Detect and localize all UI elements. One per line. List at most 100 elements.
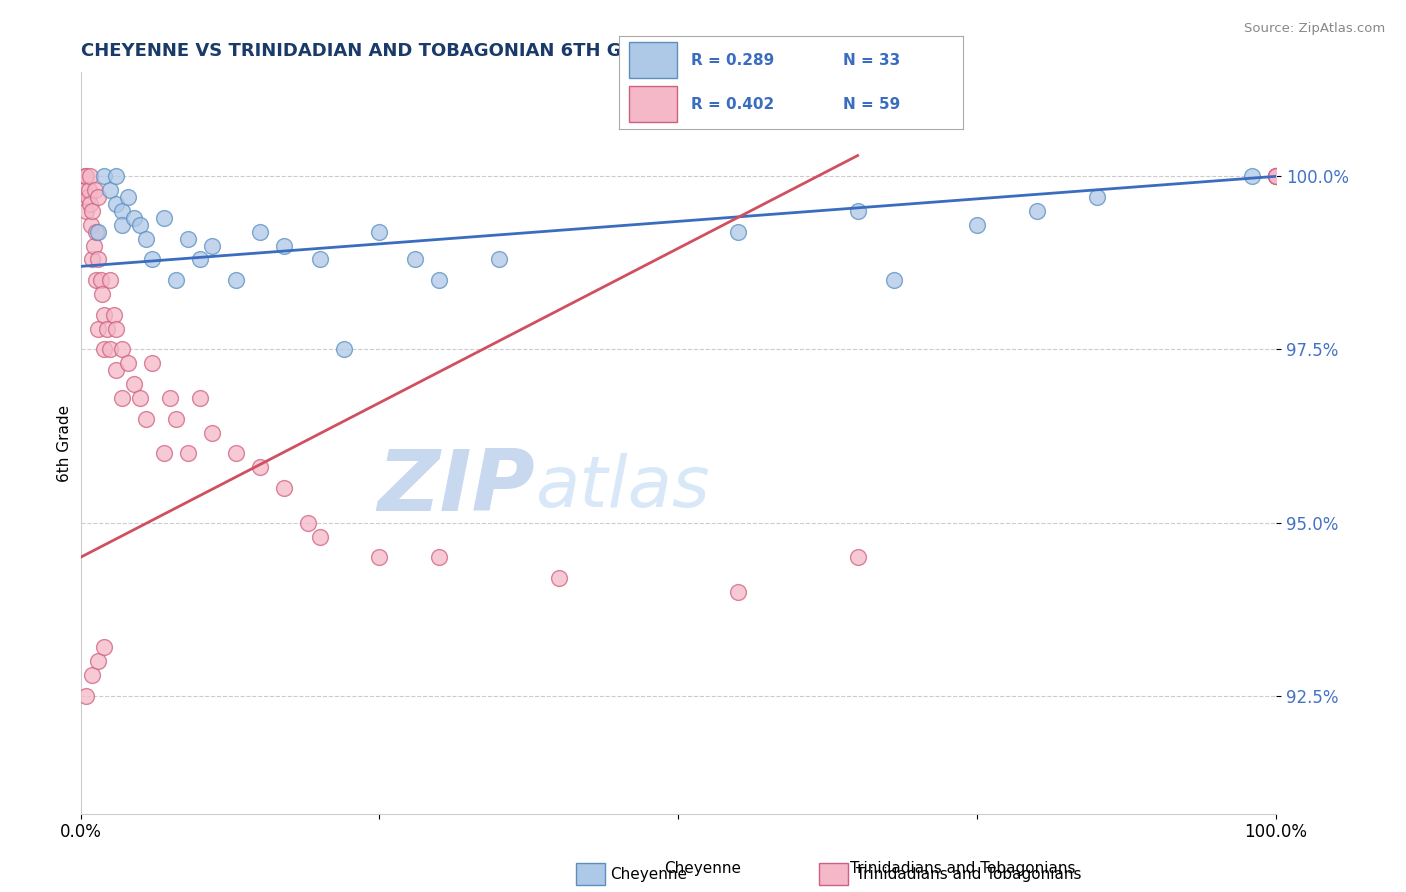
Point: [105, 322, 128, 336]
Point: [76, 169, 98, 184]
Point: [80, 218, 103, 232]
Point: [105, 169, 128, 184]
Text: Trinidadians and Tobagonians: Trinidadians and Tobagonians: [856, 867, 1081, 881]
Point: [93, 343, 115, 357]
Point: [103, 308, 125, 322]
Point: [117, 356, 139, 370]
Text: atlas: atlas: [534, 453, 710, 522]
Point: [225, 446, 247, 460]
Point: [141, 356, 163, 370]
Point: [1026, 204, 1049, 219]
Point: [153, 446, 176, 460]
Point: [84, 225, 107, 239]
Point: [76, 689, 98, 703]
Point: [77, 183, 100, 197]
Point: [124, 211, 146, 225]
Point: [117, 190, 139, 204]
Point: [308, 529, 330, 543]
Point: [83, 183, 105, 197]
Point: [273, 481, 295, 495]
Point: [135, 232, 157, 246]
Text: N = 33: N = 33: [842, 53, 900, 68]
Point: [100, 183, 122, 197]
Text: ZIP: ZIP: [377, 446, 534, 529]
Point: [404, 252, 426, 267]
Point: [83, 238, 105, 252]
Y-axis label: 6th Grade: 6th Grade: [58, 404, 72, 482]
Point: [141, 252, 163, 267]
Point: [87, 190, 110, 204]
Point: [100, 273, 122, 287]
Point: [111, 204, 134, 219]
Bar: [576, 863, 605, 885]
Point: [165, 273, 187, 287]
Point: [100, 343, 122, 357]
Point: [1085, 190, 1108, 204]
Text: N = 59: N = 59: [842, 96, 900, 112]
Point: [249, 460, 271, 475]
Bar: [818, 863, 848, 885]
Bar: [628, 42, 678, 78]
Point: [727, 585, 749, 599]
Point: [76, 204, 98, 219]
Point: [547, 571, 569, 585]
Point: [966, 218, 988, 232]
Text: R = 0.289: R = 0.289: [690, 53, 775, 68]
Point: [177, 232, 200, 246]
Point: [79, 169, 101, 184]
Point: [105, 363, 128, 377]
Point: [188, 391, 211, 405]
Point: [87, 225, 110, 239]
Point: [111, 218, 134, 232]
Text: CHEYENNE VS TRINIDADIAN AND TOBAGONIAN 6TH GRADE CORRELATION CHART: CHEYENNE VS TRINIDADIAN AND TOBAGONIAN 6…: [80, 42, 897, 60]
Point: [297, 516, 319, 530]
Point: [1265, 169, 1288, 184]
Point: [79, 197, 101, 211]
Text: R = 0.402: R = 0.402: [690, 96, 775, 112]
Point: [846, 204, 869, 219]
Point: [1265, 169, 1288, 184]
Point: [368, 550, 391, 565]
Point: [87, 322, 110, 336]
Point: [332, 343, 354, 357]
Point: [188, 252, 211, 267]
Point: [201, 425, 224, 440]
Point: [273, 238, 295, 252]
Point: [1265, 169, 1288, 184]
Point: [93, 308, 115, 322]
Point: [82, 668, 104, 682]
Point: [82, 204, 104, 219]
Point: [882, 273, 904, 287]
Point: [225, 273, 247, 287]
Point: [727, 225, 749, 239]
Point: [129, 391, 152, 405]
Point: [1241, 169, 1264, 184]
Point: [129, 218, 152, 232]
Point: [87, 654, 110, 668]
Point: [76, 190, 98, 204]
Point: [1265, 169, 1288, 184]
Point: [96, 322, 118, 336]
Point: [91, 287, 114, 301]
Point: [105, 197, 128, 211]
Point: [249, 225, 271, 239]
Text: Source: ZipAtlas.com: Source: ZipAtlas.com: [1244, 22, 1385, 36]
Point: [93, 640, 115, 655]
Bar: [628, 87, 678, 122]
Point: [124, 377, 146, 392]
Point: [177, 446, 200, 460]
Text: Cheyenne: Cheyenne: [665, 861, 741, 876]
Point: [201, 238, 224, 252]
Point: [73, 183, 96, 197]
Point: [82, 252, 104, 267]
Point: [153, 211, 176, 225]
Point: [846, 550, 869, 565]
Point: [488, 252, 510, 267]
Point: [87, 252, 110, 267]
Point: [427, 273, 450, 287]
Text: Cheyenne: Cheyenne: [610, 867, 688, 881]
Text: Trinidadians and Tobagonians: Trinidadians and Tobagonians: [851, 861, 1076, 876]
Point: [159, 391, 181, 405]
Point: [111, 343, 134, 357]
Point: [165, 411, 187, 425]
